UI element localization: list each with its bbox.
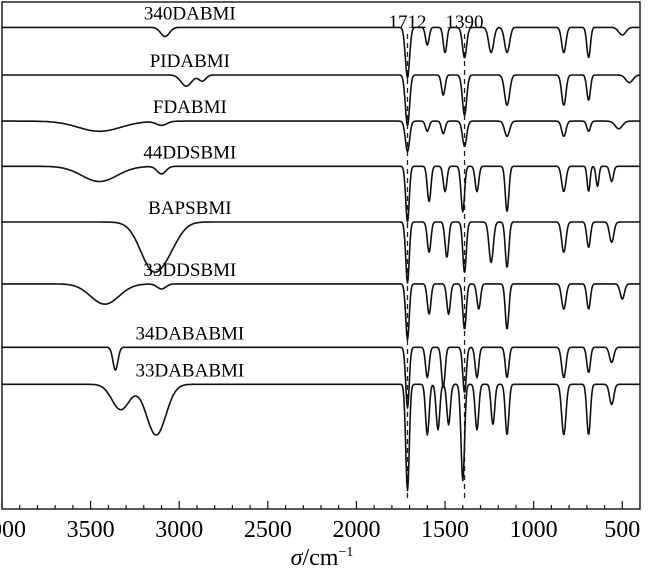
x-tick-label-1500: 1500 xyxy=(421,517,469,543)
spectrum-34DABABMI xyxy=(1,346,641,409)
spectrum-33DDSBMI xyxy=(1,283,641,341)
x-tick-label-4000: 4000 xyxy=(0,517,26,543)
x-axis-label: σ/cm−1 xyxy=(291,545,354,571)
spectrum-PIDABMI xyxy=(1,74,641,127)
series-label-FDABMI: FDABMI xyxy=(153,97,227,118)
series-label-33DDSBMI: 33DDSBMI xyxy=(143,260,236,281)
x-axis-exponent: −1 xyxy=(338,545,353,560)
series-label-44DDSBMI: 44DDSBMI xyxy=(143,142,236,163)
series-labels: 340DABMI PIDABMI FDABMI 44DDSBMI BAPSBMI 33DD… xyxy=(135,3,244,381)
x-tick-label-500: 500 xyxy=(604,517,640,543)
series-label-PIDABMI: PIDABMI xyxy=(150,51,230,72)
peak-label-1712: 1712 xyxy=(388,12,426,33)
x-axis-ticks: 4000 3500 3000 2500 2000 1500 1000 500 xyxy=(0,501,640,543)
spectrum-BAPSBMI xyxy=(1,221,641,284)
spectra-group xyxy=(1,26,641,492)
spectrum-FDABMI xyxy=(1,120,641,153)
reference-lines: 1712 1390 xyxy=(388,12,484,498)
spectrum-340DABMI xyxy=(1,26,641,79)
x-tick-label-3000: 3000 xyxy=(155,517,203,543)
x-tick-label-3500: 3500 xyxy=(67,517,115,543)
x-axis-unit: /cm xyxy=(302,545,338,571)
x-tick-label-1000: 1000 xyxy=(510,517,558,543)
x-tick-label-2500: 2500 xyxy=(244,517,292,543)
peak-label-1390: 1390 xyxy=(446,12,484,33)
series-label-34DABABMI: 34DABABMI xyxy=(135,323,244,344)
x-tick-label-2000: 2000 xyxy=(332,517,380,543)
plot-frame xyxy=(1,1,641,510)
series-label-340DABMI: 340DABMI xyxy=(144,3,236,24)
spectrum-33DABABMI xyxy=(1,383,641,492)
spectrum-44DDSBMI xyxy=(1,165,641,223)
x-axis-symbol: σ xyxy=(291,545,304,571)
series-label-BAPSBMI: BAPSBMI xyxy=(148,198,231,219)
series-label-33DABABMI: 33DABABMI xyxy=(135,360,244,381)
